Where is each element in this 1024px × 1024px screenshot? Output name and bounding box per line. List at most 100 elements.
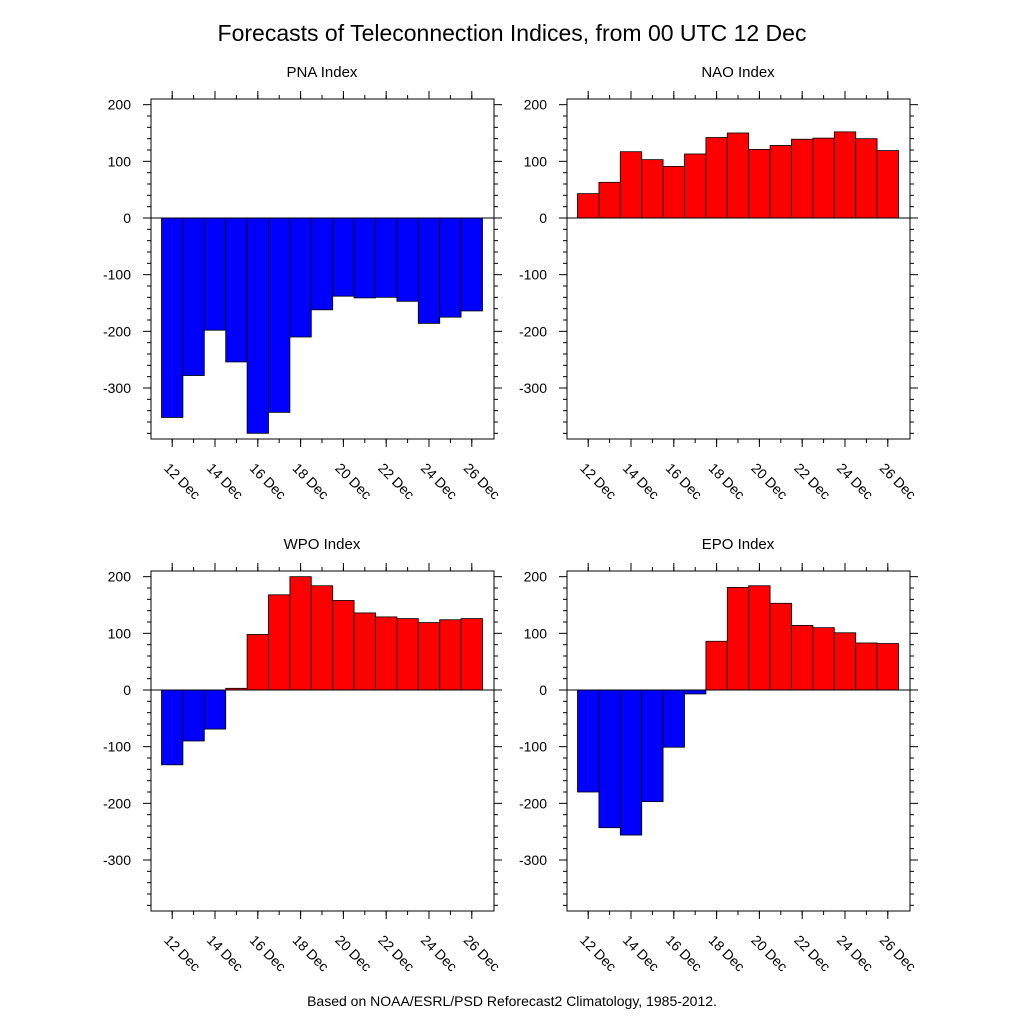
pna-x-tick-label: 14 Dec bbox=[204, 460, 247, 503]
nao-x-tick-label: 20 Dec bbox=[748, 460, 791, 503]
wpo-y-tick-label: -100 bbox=[103, 739, 131, 755]
wpo-y-tick-label: -300 bbox=[103, 852, 131, 868]
nao-y-tick-label: -300 bbox=[519, 380, 547, 396]
pna-bar bbox=[353, 217, 376, 299]
nao-bar bbox=[705, 137, 728, 219]
nao-x-tick-label: 12 Dec bbox=[577, 460, 620, 503]
nao-bar bbox=[876, 150, 899, 219]
epo-x-tick-label: 22 Dec bbox=[791, 932, 834, 975]
wpo-x-tick-label: 16 Dec bbox=[247, 932, 290, 975]
epo-y-tick-label: 100 bbox=[524, 625, 548, 641]
epo-x-tick-label: 20 Dec bbox=[748, 932, 791, 975]
pna-x-tick-label: 26 Dec bbox=[461, 460, 504, 503]
pna-x-tick-label: 16 Dec bbox=[247, 460, 290, 503]
nao-bar bbox=[726, 132, 750, 219]
wpo-bar bbox=[268, 594, 291, 691]
nao-y-tick-label: 200 bbox=[524, 97, 548, 113]
nao-bar bbox=[641, 159, 664, 219]
pna-y-tick-label: -300 bbox=[103, 380, 131, 396]
nao-bar bbox=[662, 166, 685, 219]
pna-x-tick-label: 18 Dec bbox=[289, 460, 332, 503]
epo-plot-area: 200 100 0 -100 -200 -300 12 Dec 14 Dec 16 Dec 18 … bbox=[519, 563, 919, 974]
pna-y-tick-label: -100 bbox=[103, 267, 131, 283]
main-title: Forecasts of Teleconnection Indices, fro… bbox=[218, 20, 807, 46]
epo-y-tick-label: 200 bbox=[524, 569, 548, 585]
epo-x-tick-label: 14 Dec bbox=[620, 932, 663, 975]
epo-y-tick-label: -200 bbox=[519, 795, 547, 811]
nao-x-tick-label: 16 Dec bbox=[663, 460, 706, 503]
epo-panel-title: EPO Index bbox=[702, 536, 775, 553]
pna-y-tick-label: -200 bbox=[103, 323, 131, 339]
wpo-bar bbox=[289, 576, 312, 691]
epo-bar bbox=[577, 689, 600, 793]
wpo-bar bbox=[417, 622, 441, 691]
pna-x-tick-label: 20 Dec bbox=[332, 460, 375, 503]
wpo-bar bbox=[182, 689, 205, 742]
epo-bar bbox=[876, 643, 899, 691]
wpo-x-tick-label: 24 Dec bbox=[418, 932, 461, 975]
nao-panel-title: NAO Index bbox=[701, 64, 775, 81]
wpo-y-tick-label: 100 bbox=[108, 625, 132, 641]
nao-bar bbox=[812, 137, 835, 219]
footer-note: Based on NOAA/ESRL/PSD Reforecast2 Clima… bbox=[307, 993, 717, 1009]
nao-bar bbox=[855, 138, 878, 219]
wpo-bar bbox=[439, 619, 462, 691]
pna-bar bbox=[182, 217, 205, 376]
wpo-y-tick-label: 200 bbox=[108, 569, 132, 585]
epo-bar bbox=[619, 689, 643, 836]
wpo-bar bbox=[161, 689, 184, 766]
pna-x-tick-label: 24 Dec bbox=[418, 460, 461, 503]
epo-x-tick-label: 18 Dec bbox=[705, 932, 748, 975]
nao-bar bbox=[684, 153, 707, 219]
epo-bar bbox=[662, 689, 685, 748]
wpo-bar bbox=[375, 616, 398, 691]
pna-bar bbox=[396, 217, 419, 302]
nao-bar bbox=[598, 181, 621, 219]
wpo-x-tick-label: 12 Dec bbox=[161, 932, 204, 975]
pna-bar bbox=[439, 217, 462, 318]
wpo-bar bbox=[460, 618, 483, 691]
epo-panel: EPO Index 200 100 0 -100 -200 -300 12 Dec 14 De… bbox=[519, 536, 919, 974]
nao-x-tick-label: 18 Dec bbox=[705, 460, 748, 503]
wpo-panel: WPO Index 200 100 0 -100 -200 -300 12 Dec 14 De… bbox=[103, 536, 503, 974]
wpo-bar bbox=[332, 600, 355, 691]
pna-panel: PNA Index 200 100 0 -100 -200 -300 12 Dec 14 De… bbox=[103, 64, 503, 502]
wpo-bar bbox=[353, 612, 376, 691]
pna-y-tick-label: 100 bbox=[108, 153, 132, 169]
pna-bar bbox=[332, 217, 355, 297]
epo-bar bbox=[769, 602, 792, 691]
pna-plot-area: 200 100 0 -100 -200 -300 12 Dec 14 Dec 16 Dec 18 … bbox=[103, 91, 503, 502]
pna-bar bbox=[460, 217, 483, 312]
epo-x-tick-label: 26 Dec bbox=[877, 932, 920, 975]
wpo-bar bbox=[310, 585, 334, 691]
nao-x-tick-label: 22 Dec bbox=[791, 460, 834, 503]
epo-x-tick-label: 12 Dec bbox=[577, 932, 620, 975]
nao-x-tick-label: 14 Dec bbox=[620, 460, 663, 503]
epo-bar bbox=[791, 625, 814, 691]
pna-x-tick-label: 12 Dec bbox=[161, 460, 204, 503]
nao-y-tick-label: -100 bbox=[519, 267, 547, 283]
wpo-x-tick-label: 26 Dec bbox=[461, 932, 504, 975]
pna-bar bbox=[417, 217, 441, 324]
nao-bar bbox=[577, 193, 600, 219]
epo-bar bbox=[705, 640, 728, 691]
nao-bar bbox=[769, 145, 792, 219]
epo-bar bbox=[641, 689, 664, 803]
wpo-y-tick-label: 0 bbox=[123, 682, 131, 698]
epo-bar bbox=[748, 585, 771, 691]
epo-bar bbox=[684, 689, 707, 695]
epo-bar bbox=[598, 689, 621, 829]
wpo-bar bbox=[396, 618, 419, 691]
pna-panel-title: PNA Index bbox=[287, 64, 358, 81]
nao-y-tick-label: 0 bbox=[539, 210, 547, 226]
wpo-x-tick-label: 20 Dec bbox=[332, 932, 375, 975]
wpo-y-tick-label: -200 bbox=[103, 795, 131, 811]
nao-x-tick-label: 26 Dec bbox=[877, 460, 920, 503]
wpo-x-tick-label: 22 Dec bbox=[375, 932, 418, 975]
wpo-x-tick-label: 18 Dec bbox=[289, 932, 332, 975]
wpo-panel-title: WPO Index bbox=[284, 536, 361, 553]
wpo-x-tick-label: 14 Dec bbox=[204, 932, 247, 975]
pna-bar bbox=[375, 217, 398, 298]
wpo-bar bbox=[203, 689, 227, 730]
